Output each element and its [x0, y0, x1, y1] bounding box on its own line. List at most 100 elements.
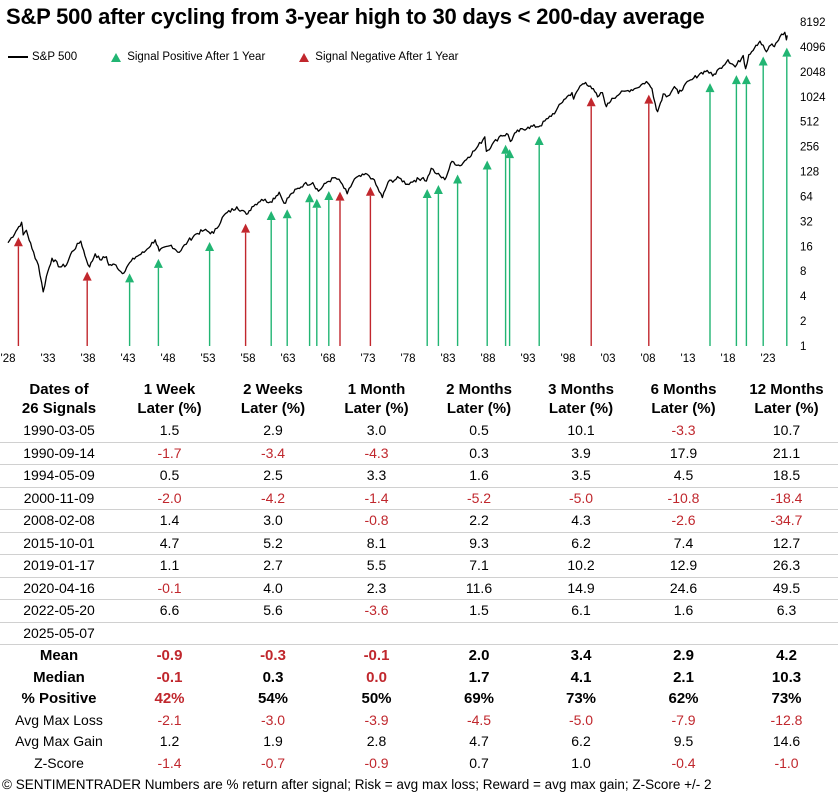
return-cell: 5.2 — [263, 534, 283, 551]
return-cell: 1.4 — [159, 512, 180, 529]
return-cell: 8.1 — [366, 534, 387, 551]
signal-triangle-negative — [644, 94, 654, 104]
sp500-chart: 1 2 4 8 16 32 64 128 256 512 1024 2048 4096 8192 '28 '3… — [1, 17, 827, 365]
return-cell: -10.8 — [667, 489, 700, 506]
x-tick-label: '38 — [81, 353, 96, 365]
summary-value: -1.0 — [774, 754, 799, 771]
y-tick-label: 256 — [800, 142, 819, 154]
header-line: Later (%) — [240, 400, 306, 417]
x-tick-label: '88 — [481, 353, 496, 365]
summary-value: 1.2 — [159, 733, 180, 750]
header-period: 2 Months Later (%) — [428, 377, 530, 420]
signal-triangle-positive — [312, 198, 322, 208]
return-cell: 14.9 — [567, 579, 595, 596]
return-cell: 4.0 — [263, 579, 283, 596]
summary-value: 54% — [257, 690, 289, 708]
x-tick-label: '58 — [241, 353, 256, 365]
return-cell: 4.7 — [159, 534, 180, 551]
summary-value: -3.9 — [364, 711, 389, 728]
signal-triangle-positive — [505, 149, 515, 159]
x-tick-label: '23 — [761, 353, 776, 365]
return-cell: 1.5 — [469, 602, 489, 619]
y-tick-label: 2 — [800, 316, 806, 328]
signal-triangle-positive — [153, 258, 163, 268]
summary-value: -0.4 — [671, 754, 696, 771]
return-cell: 2.5 — [263, 467, 283, 484]
table-row: 2015-10-01 4.7 5.2 8.1 9.3 6.2 7.4 12.7 — [0, 532, 838, 555]
table-row: 2008-02-08 1.4 3.0 -0.8 2.2 4.3 -2.6 -34.7 — [0, 510, 838, 532]
return-cell: 1.6 — [469, 467, 489, 484]
return-cell: 18.5 — [772, 467, 801, 484]
return-cell: 6.2 — [571, 534, 591, 551]
summary-value: 73% — [771, 690, 802, 708]
signal-triangle-positive — [741, 75, 751, 85]
return-cell: -0.1 — [157, 579, 182, 596]
signal-triangle-positive — [534, 136, 544, 146]
signals-table: Dates of 26 Signals 1 Week Later (%) 2 Weeks… — [0, 377, 838, 774]
summary-value: -5.0 — [568, 711, 594, 728]
summary-value: -1.4 — [157, 754, 182, 771]
signal-date: 2008-02-08 — [23, 512, 95, 529]
y-tick-label: 16 — [800, 241, 813, 253]
return-cell: -5.2 — [466, 489, 492, 506]
summary-value: 4.7 — [469, 733, 489, 750]
summary-label: Median — [33, 668, 85, 686]
legend-sp500-label: S&P 500 — [32, 51, 78, 63]
signal-triangle-negative — [241, 223, 251, 233]
return-cell: 21.1 — [772, 444, 801, 461]
x-tick-label: '68 — [321, 353, 336, 365]
signal-date: 2019-01-17 — [23, 557, 95, 574]
summary-value: -0.3 — [260, 647, 286, 665]
header-period: 3 Months Later (%) — [530, 377, 632, 420]
summary-row: Mean -0.9 -0.3 -0.1 2.0 3.4 2.9 4.2 — [0, 645, 838, 667]
header-period: 2 Weeks Later (%) — [221, 377, 325, 420]
header-dates: Dates of 26 Signals — [0, 377, 118, 420]
table-body: 1990-03-05 1.5 2.9 3.0 0.5 10.1 -3.3 10.7 1990-0… — [0, 420, 838, 774]
table-row: 2000-11-09 -2.0 -4.2 -1.4 -5.2 -5.0 -10.8 -18.4 — [0, 487, 838, 510]
summary-value: 62% — [668, 690, 699, 708]
signal-triangle-positive — [282, 209, 292, 219]
x-tick-label: '98 — [561, 353, 576, 365]
signal-date: 2025-05-07 — [23, 624, 95, 641]
table-row: 2019-01-17 1.1 2.7 5.5 7.1 10.2 12.9 26.3 — [0, 555, 838, 577]
table-row: 1990-03-05 1.5 2.9 3.0 0.5 10.1 -3.3 10.7 — [0, 420, 838, 442]
y-tick-label: 512 — [800, 117, 819, 129]
signal-date: 1990-09-14 — [23, 444, 95, 461]
return-cell: -2.0 — [157, 489, 182, 506]
header-period: 1 Month Later (%) — [325, 377, 428, 420]
return-cell: -3.6 — [364, 602, 389, 619]
signal-date: 2020-04-16 — [23, 579, 95, 596]
return-cell — [118, 622, 221, 645]
return-cell: 0.5 — [159, 467, 180, 484]
y-tick-label: 8192 — [800, 17, 826, 29]
return-cell: 10.2 — [567, 557, 595, 574]
return-cell: 2.2 — [469, 512, 489, 529]
return-cell: 4.5 — [673, 467, 694, 484]
summary-value: -0.9 — [364, 754, 389, 771]
x-tick-label: '53 — [201, 353, 216, 365]
table-row: 1990-09-14 -1.7 -3.4 -4.3 0.3 3.9 17.9 21.1 — [0, 442, 838, 465]
legend-sp500: S&P 500 — [8, 51, 77, 63]
x-tick-label: '18 — [721, 353, 736, 365]
header-line: Later (%) — [651, 400, 716, 417]
signal-triangle-positive — [205, 242, 215, 252]
return-cell — [530, 622, 632, 645]
sp500-line — [7, 31, 788, 293]
signal-triangle-positive — [125, 273, 135, 283]
x-tick-label: '13 — [681, 353, 696, 365]
header-line: 1 Week — [143, 381, 196, 398]
return-cell: 10.7 — [772, 422, 801, 439]
y-tick-label: 128 — [800, 167, 819, 179]
green-triangle-icon — [111, 52, 122, 62]
return-cell: 24.6 — [669, 579, 698, 596]
table-row: 1994-05-09 0.5 2.5 3.3 1.6 3.5 4.5 18.5 — [0, 465, 838, 487]
return-cell: 7.1 — [469, 557, 489, 574]
x-tick-label: '43 — [121, 353, 136, 365]
x-tick-label: '48 — [161, 353, 176, 365]
return-cell: 5.6 — [263, 602, 283, 619]
signal-date: 2022-05-20 — [23, 602, 95, 619]
summary-value: 0.0 — [366, 668, 387, 686]
return-cell: 2.9 — [263, 422, 283, 439]
signal-triangle-negative — [365, 186, 375, 196]
signal-triangle-positive — [731, 75, 741, 85]
